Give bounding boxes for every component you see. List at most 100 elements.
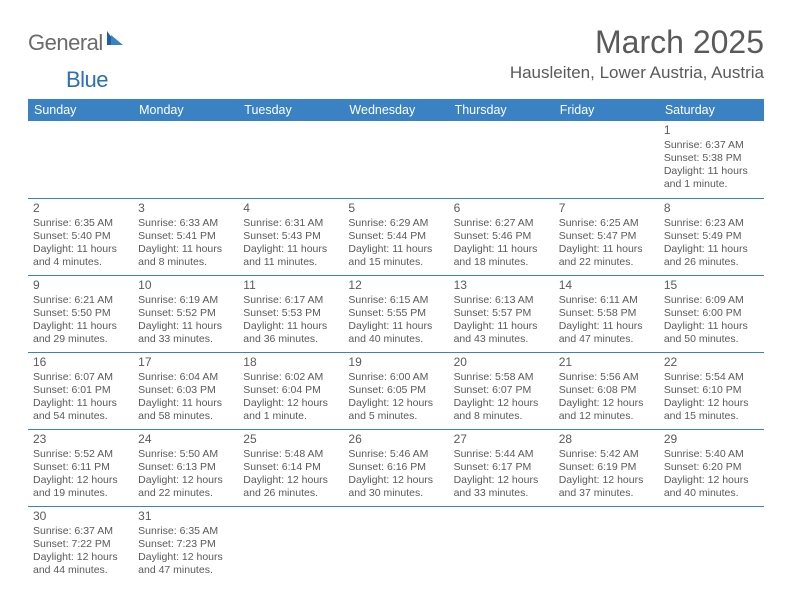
sunrise-line: Sunrise: 6:23 AM bbox=[664, 217, 759, 230]
sunrise-line: Sunrise: 6:35 AM bbox=[33, 217, 128, 230]
daylight-line: and 22 minutes. bbox=[559, 256, 654, 269]
calendar-cell: 8Sunrise: 6:23 AMSunset: 5:49 PMDaylight… bbox=[659, 198, 764, 275]
calendar-body: 1Sunrise: 6:37 AMSunset: 5:38 PMDaylight… bbox=[28, 121, 764, 583]
sunrise-line: Sunrise: 6:29 AM bbox=[348, 217, 443, 230]
calendar-cell: 30Sunrise: 6:37 AMSunset: 7:22 PMDayligh… bbox=[28, 506, 133, 583]
calendar-cell bbox=[449, 121, 554, 198]
sunrise-line: Sunrise: 6:37 AM bbox=[33, 525, 128, 538]
calendar-cell bbox=[343, 121, 448, 198]
sunset-line: Sunset: 5:40 PM bbox=[33, 230, 128, 243]
sunrise-line: Sunrise: 5:52 AM bbox=[33, 448, 128, 461]
sunset-line: Sunset: 5:52 PM bbox=[138, 307, 233, 320]
daylight-line: Daylight: 12 hours bbox=[454, 397, 549, 410]
daylight-line: Daylight: 12 hours bbox=[454, 474, 549, 487]
day-number: 16 bbox=[33, 355, 128, 370]
daylight-line: Daylight: 12 hours bbox=[348, 474, 443, 487]
daylight-line: Daylight: 11 hours bbox=[33, 397, 128, 410]
calendar-cell: 7Sunrise: 6:25 AMSunset: 5:47 PMDaylight… bbox=[554, 198, 659, 275]
calendar-cell: 25Sunrise: 5:48 AMSunset: 6:14 PMDayligh… bbox=[238, 429, 343, 506]
sunset-line: Sunset: 6:20 PM bbox=[664, 461, 759, 474]
daylight-line: and 8 minutes. bbox=[454, 410, 549, 423]
daylight-line: and 8 minutes. bbox=[138, 256, 233, 269]
sunrise-line: Sunrise: 6:09 AM bbox=[664, 294, 759, 307]
sunrise-line: Sunrise: 6:25 AM bbox=[559, 217, 654, 230]
sunset-line: Sunset: 6:05 PM bbox=[348, 384, 443, 397]
day-number: 22 bbox=[664, 355, 759, 370]
sunrise-line: Sunrise: 5:54 AM bbox=[664, 371, 759, 384]
daylight-line: Daylight: 11 hours bbox=[243, 320, 338, 333]
daylight-line: Daylight: 11 hours bbox=[664, 165, 759, 178]
calendar-cell: 28Sunrise: 5:42 AMSunset: 6:19 PMDayligh… bbox=[554, 429, 659, 506]
day-number: 13 bbox=[454, 278, 549, 293]
calendar-cell: 17Sunrise: 6:04 AMSunset: 6:03 PMDayligh… bbox=[133, 352, 238, 429]
daylight-line: and 47 minutes. bbox=[138, 564, 233, 577]
logo: General bbox=[28, 30, 127, 56]
logo-text-blue: Blue bbox=[66, 67, 108, 93]
daylight-line: and 4 minutes. bbox=[33, 256, 128, 269]
sunset-line: Sunset: 6:01 PM bbox=[33, 384, 128, 397]
sunset-line: Sunset: 6:10 PM bbox=[664, 384, 759, 397]
sunset-line: Sunset: 5:43 PM bbox=[243, 230, 338, 243]
calendar-cell: 9Sunrise: 6:21 AMSunset: 5:50 PMDaylight… bbox=[28, 275, 133, 352]
calendar-cell: 22Sunrise: 5:54 AMSunset: 6:10 PMDayligh… bbox=[659, 352, 764, 429]
day-header: Wednesday bbox=[343, 99, 448, 121]
day-header: Saturday bbox=[659, 99, 764, 121]
sunset-line: Sunset: 5:53 PM bbox=[243, 307, 338, 320]
daylight-line: Daylight: 11 hours bbox=[33, 320, 128, 333]
sunrise-line: Sunrise: 6:27 AM bbox=[454, 217, 549, 230]
daylight-line: and 54 minutes. bbox=[33, 410, 128, 423]
daylight-line: and 19 minutes. bbox=[33, 487, 128, 500]
daylight-line: Daylight: 12 hours bbox=[243, 474, 338, 487]
daylight-line: Daylight: 11 hours bbox=[454, 320, 549, 333]
daylight-line: Daylight: 11 hours bbox=[138, 243, 233, 256]
sunset-line: Sunset: 5:44 PM bbox=[348, 230, 443, 243]
sunset-line: Sunset: 6:03 PM bbox=[138, 384, 233, 397]
calendar-cell bbox=[28, 121, 133, 198]
calendar-cell bbox=[449, 506, 554, 583]
sunrise-line: Sunrise: 6:37 AM bbox=[664, 139, 759, 152]
sunrise-line: Sunrise: 5:42 AM bbox=[559, 448, 654, 461]
sunset-line: Sunset: 5:46 PM bbox=[454, 230, 549, 243]
sunrise-line: Sunrise: 5:58 AM bbox=[454, 371, 549, 384]
day-number: 19 bbox=[348, 355, 443, 370]
sunset-line: Sunset: 5:58 PM bbox=[559, 307, 654, 320]
daylight-line: and 11 minutes. bbox=[243, 256, 338, 269]
day-number: 3 bbox=[138, 201, 233, 216]
sunrise-line: Sunrise: 5:50 AM bbox=[138, 448, 233, 461]
calendar-page: General March 2025 Hausleiten, Lower Aus… bbox=[0, 0, 792, 583]
calendar-cell bbox=[659, 506, 764, 583]
calendar-cell bbox=[238, 506, 343, 583]
daylight-line: Daylight: 11 hours bbox=[138, 320, 233, 333]
sunset-line: Sunset: 5:50 PM bbox=[33, 307, 128, 320]
day-number: 25 bbox=[243, 432, 338, 447]
sunset-line: Sunset: 6:07 PM bbox=[454, 384, 549, 397]
calendar-cell: 11Sunrise: 6:17 AMSunset: 5:53 PMDayligh… bbox=[238, 275, 343, 352]
day-number: 12 bbox=[348, 278, 443, 293]
month-title: March 2025 bbox=[510, 24, 764, 61]
sunset-line: Sunset: 5:38 PM bbox=[664, 152, 759, 165]
daylight-line: and 5 minutes. bbox=[348, 410, 443, 423]
daylight-line: and 30 minutes. bbox=[348, 487, 443, 500]
daylight-line: Daylight: 11 hours bbox=[664, 243, 759, 256]
sunset-line: Sunset: 5:57 PM bbox=[454, 307, 549, 320]
sunset-line: Sunset: 6:04 PM bbox=[243, 384, 338, 397]
daylight-line: and 33 minutes. bbox=[138, 333, 233, 346]
sunset-line: Sunset: 5:41 PM bbox=[138, 230, 233, 243]
sunset-line: Sunset: 6:00 PM bbox=[664, 307, 759, 320]
daylight-line: and 40 minutes. bbox=[348, 333, 443, 346]
calendar-cell: 31Sunrise: 6:35 AMSunset: 7:23 PMDayligh… bbox=[133, 506, 238, 583]
calendar-cell: 21Sunrise: 5:56 AMSunset: 6:08 PMDayligh… bbox=[554, 352, 659, 429]
day-number: 28 bbox=[559, 432, 654, 447]
sunset-line: Sunset: 6:19 PM bbox=[559, 461, 654, 474]
sunrise-line: Sunrise: 6:19 AM bbox=[138, 294, 233, 307]
calendar-cell: 14Sunrise: 6:11 AMSunset: 5:58 PMDayligh… bbox=[554, 275, 659, 352]
sunrise-line: Sunrise: 6:21 AM bbox=[33, 294, 128, 307]
sunset-line: Sunset: 5:47 PM bbox=[559, 230, 654, 243]
daylight-line: Daylight: 11 hours bbox=[33, 243, 128, 256]
daylight-line: Daylight: 12 hours bbox=[138, 474, 233, 487]
calendar-cell: 15Sunrise: 6:09 AMSunset: 6:00 PMDayligh… bbox=[659, 275, 764, 352]
calendar-cell: 26Sunrise: 5:46 AMSunset: 6:16 PMDayligh… bbox=[343, 429, 448, 506]
day-number: 27 bbox=[454, 432, 549, 447]
daylight-line: and 37 minutes. bbox=[559, 487, 654, 500]
sunrise-line: Sunrise: 6:04 AM bbox=[138, 371, 233, 384]
